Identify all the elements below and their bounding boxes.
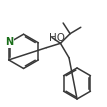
Text: N: N bbox=[5, 37, 13, 47]
Text: HO: HO bbox=[49, 33, 65, 43]
